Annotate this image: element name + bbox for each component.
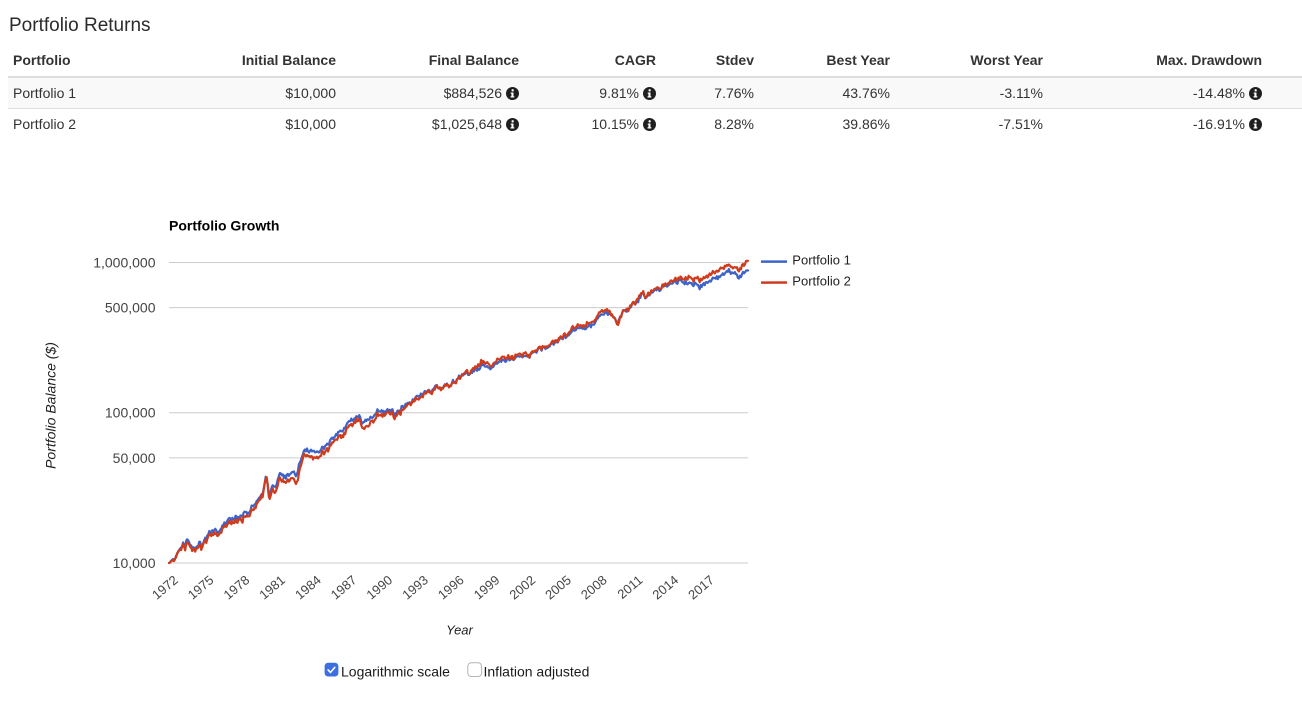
svg-text:Portfolio Growth: Portfolio Growth [169,218,279,234]
svg-text:10,000: 10,000 [113,555,156,571]
svg-text:1996: 1996 [435,572,467,602]
svg-text:Logarithmic scale: Logarithmic scale [341,664,450,680]
svg-text:2014: 2014 [649,572,681,602]
svg-text:Portfolio 1: Portfolio 1 [792,253,851,268]
svg-text:2011: 2011 [614,572,645,601]
svg-text:Year: Year [446,623,473,638]
svg-text:1990: 1990 [363,572,395,602]
svg-text:Portfolio 2: Portfolio 2 [792,274,851,289]
svg-text:1972: 1972 [149,572,181,602]
svg-text:1975: 1975 [185,572,217,602]
svg-text:50,000: 50,000 [113,450,156,466]
svg-text:1984: 1984 [292,572,324,602]
svg-text:100,000: 100,000 [105,405,156,421]
svg-text:Portfolio Balance ($): Portfolio Balance ($) [43,342,59,469]
svg-text:2005: 2005 [542,572,574,602]
svg-text:2002: 2002 [506,572,538,602]
svg-text:1,000,000: 1,000,000 [93,255,155,271]
svg-text:500,000: 500,000 [105,300,156,316]
svg-text:1999: 1999 [471,572,503,602]
svg-text:2017: 2017 [685,572,717,602]
svg-text:1978: 1978 [221,572,253,602]
svg-text:1987: 1987 [328,572,360,602]
svg-text:1981: 1981 [256,572,288,602]
svg-text:1993: 1993 [399,572,431,602]
svg-text:2008: 2008 [578,572,610,602]
svg-text:Inflation adjusted: Inflation adjusted [484,664,590,680]
